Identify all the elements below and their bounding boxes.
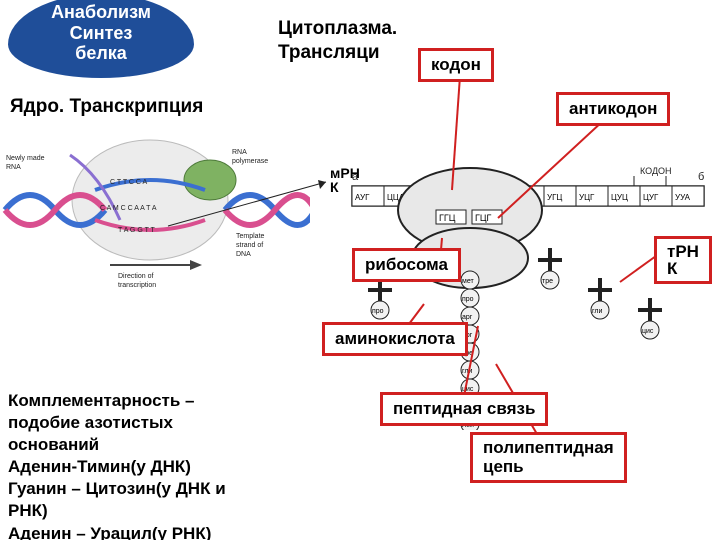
svg-text:тре: тре	[542, 278, 553, 285]
svg-text:DNA: DNA	[236, 251, 251, 258]
svg-text:transcription: transcription	[118, 282, 156, 289]
label-ribosome: рибосома	[352, 248, 461, 282]
heading-cyto1: Цитоплазма.	[278, 18, 397, 40]
svg-text:про: про	[372, 308, 384, 315]
label-anticodon: антикодон	[556, 92, 670, 126]
label-polypeptide: полипептидная цепь	[470, 432, 627, 483]
svg-text:C A M C C A A T A: C A M C C A A T A	[100, 205, 157, 212]
panel-a: а	[352, 171, 359, 183]
svg-text:УУА: УУА	[675, 193, 691, 202]
svg-text:strand of: strand of	[236, 242, 263, 249]
svg-text:polymerase: polymerase	[232, 158, 268, 165]
panel-b: б	[698, 171, 704, 183]
svg-text:ГЦГ: ГЦГ	[475, 213, 492, 223]
svg-text:Template: Template	[236, 233, 265, 240]
svg-text:КОДОН: КОДОН	[640, 166, 672, 176]
cloud-l2: Синтез	[70, 23, 133, 43]
svg-text:цис: цис	[642, 328, 654, 335]
svg-text:RNA: RNA	[232, 149, 247, 156]
svg-text:Direction of: Direction of	[118, 273, 153, 280]
title-cloud: Анаболизм Синтез белка	[8, 0, 194, 78]
svg-text:гли: гли	[592, 308, 602, 315]
svg-text:УГЦ: УГЦ	[547, 193, 562, 202]
svg-text:арг: арг	[462, 314, 473, 321]
svg-text:мет: мет	[462, 278, 474, 285]
transcription-illustration: C T T C C A C A M C C A A T A T A G G T …	[0, 120, 310, 300]
label-peptide: пептидная связь	[380, 392, 548, 426]
cloud-l1: Анаболизм	[51, 2, 151, 22]
complementarity-text: Комплементарность – подобие азотистых ос…	[8, 390, 308, 540]
label-aminoacid: аминокислота	[322, 322, 468, 356]
svg-text:ЦУГ: ЦУГ	[643, 193, 659, 202]
svg-text:RNA: RNA	[6, 164, 21, 171]
svg-text:гли: гли	[462, 368, 472, 375]
svg-text:ГГЦ: ГГЦ	[439, 213, 456, 223]
svg-text:про: про	[462, 296, 474, 303]
svg-text:T A G G T T: T A G G T T	[118, 227, 156, 234]
svg-text:ЦУЦ: ЦУЦ	[611, 193, 628, 202]
label-trna: тРН К	[654, 236, 712, 284]
cloud-l3: белка	[75, 43, 127, 63]
translation-illustration: АУГЦЦАЦГУЦГЦАЦГГГУУГЦУЦГЦУЦЦУГУУА а КОДО…	[350, 150, 720, 430]
svg-text:АУГ: АУГ	[355, 193, 370, 202]
label-codon: кодон	[418, 48, 494, 82]
svg-text:УЦГ: УЦГ	[579, 193, 595, 202]
heading-cyto2: Трансляци	[278, 42, 380, 64]
svg-text:Newly made: Newly made	[6, 155, 45, 162]
heading-nucleus: Ядро. Транскрипция	[10, 96, 203, 118]
svg-text:C T T C C A: C T T C C A	[110, 179, 148, 186]
